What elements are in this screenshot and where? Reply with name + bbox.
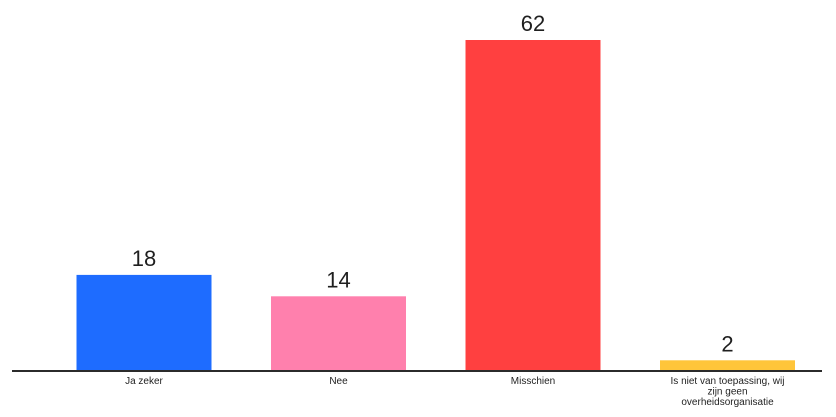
- category-label-line: Nee: [329, 376, 348, 387]
- category-label-line: overheidsorganisatie: [681, 397, 774, 408]
- data-label-2: 14: [326, 267, 350, 292]
- category-label-2: Nee: [329, 376, 348, 387]
- bar-3: [465, 40, 601, 371]
- value-labels-layer: 18 14 62 2: [132, 11, 734, 356]
- bar-4: [660, 360, 795, 371]
- category-label-line: zijn geen: [707, 387, 747, 398]
- bar-2: [271, 296, 406, 371]
- category-label-line: Misschien: [511, 376, 555, 387]
- category-label-line: Is niet van toepassing, wij: [671, 376, 785, 387]
- bar-1: [76, 274, 212, 371]
- data-label-3: 62: [521, 11, 545, 36]
- category-labels-layer: Ja zeker Nee Misschien Is niet van toepassi…: [125, 376, 784, 408]
- bars-layer: [76, 40, 795, 371]
- data-label-4: 2: [721, 331, 733, 356]
- data-label-1: 18: [132, 246, 156, 271]
- category-label-line: Ja zeker: [125, 376, 163, 387]
- category-label-1: Ja zeker: [125, 376, 163, 387]
- category-label-3: Misschien: [511, 376, 555, 387]
- category-label-4: Is niet van toepassing, wij zijn geen over…: [671, 376, 785, 408]
